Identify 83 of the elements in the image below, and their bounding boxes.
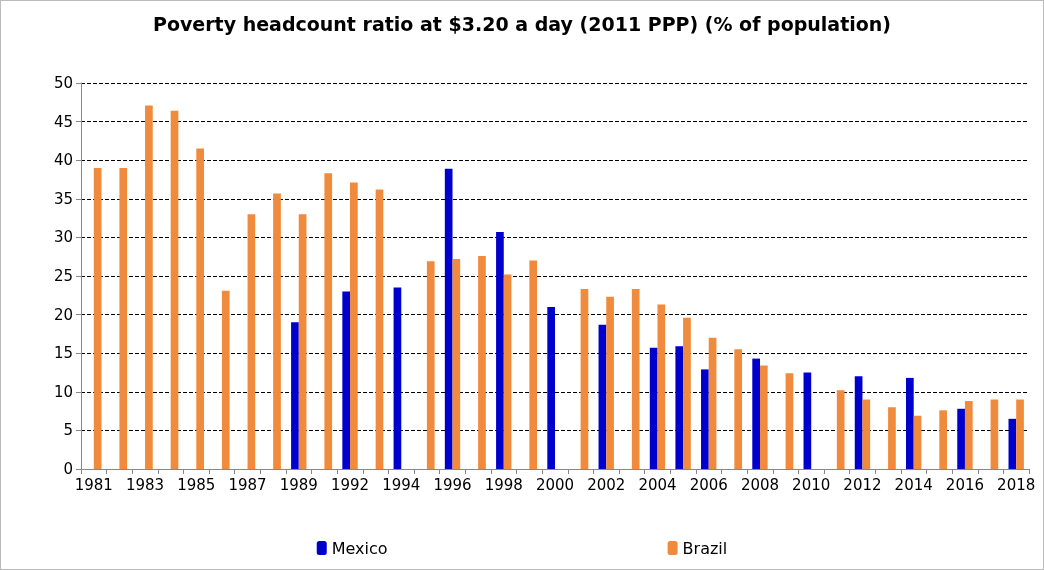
legend-label: Brazil: [682, 538, 728, 558]
x-tick-label: 1987: [228, 475, 267, 494]
bar: [964, 401, 973, 469]
y-tick-label: 5: [63, 421, 73, 440]
bar: [247, 214, 256, 469]
bar: [196, 148, 204, 469]
bar: [759, 365, 768, 469]
x-tick-label: 2010: [792, 475, 831, 494]
bar: [580, 289, 589, 469]
bar: [752, 358, 760, 469]
bar: [657, 304, 666, 469]
chart-title: Poverty headcount ratio at $3.20 a day (2011 PPP) (% of population): [152, 12, 892, 35]
bar: [598, 324, 607, 469]
y-tick-label: 35: [53, 189, 73, 208]
bar: [708, 337, 717, 469]
x-tick-label: 1992: [330, 475, 370, 494]
bar: [444, 168, 453, 469]
x-tick-label: 2002: [587, 475, 626, 494]
bar: [145, 105, 153, 469]
bar: [298, 214, 307, 469]
bar: [496, 232, 504, 469]
y-tick-label: 45: [53, 112, 73, 131]
bar: [606, 296, 614, 469]
y-tick-label: 50: [53, 74, 73, 92]
y-tick-label: 10: [53, 382, 73, 401]
bar: [913, 415, 922, 469]
y-tick-label: 40: [53, 151, 73, 170]
y-tick-label: 30: [53, 228, 73, 247]
bar: [990, 399, 999, 469]
bar: [939, 410, 948, 469]
x-tick-label: 1996: [433, 475, 472, 494]
x-tick-label: 2018: [997, 475, 1036, 494]
x-tick-label: 2008: [740, 475, 780, 494]
y-tick-label: 0: [63, 460, 73, 478]
bar: [375, 189, 384, 469]
bar: [862, 399, 871, 469]
x-tick-label: 1998: [484, 475, 523, 494]
legend-label: Mexico: [331, 538, 388, 558]
bar: [426, 261, 435, 469]
bar: [957, 408, 965, 469]
bar: [273, 193, 281, 469]
y-tick-label: 25: [53, 267, 73, 285]
bar: [675, 346, 684, 469]
bar: [888, 407, 896, 469]
bar: [701, 369, 709, 469]
x-tick-label: 1983: [125, 475, 165, 494]
x-tick-label: 2014: [894, 475, 933, 494]
bar: [683, 317, 691, 469]
x-tick-label: 2004: [638, 475, 677, 494]
bar: [170, 110, 179, 469]
bar: [631, 289, 640, 469]
x-tick-label: 2006: [689, 475, 728, 494]
bar: [906, 377, 914, 469]
bar: [393, 287, 402, 469]
x-tick-label: 1981: [74, 475, 113, 494]
bar: [734, 349, 743, 469]
bar: [221, 290, 230, 469]
y-tick-label: 15: [53, 344, 73, 363]
bar: [1008, 418, 1017, 469]
bar: [452, 259, 461, 469]
bar: [350, 182, 358, 469]
x-tick-label: 2012: [843, 475, 882, 494]
bar: [1016, 399, 1024, 469]
bar: [119, 167, 128, 469]
bar: [649, 347, 658, 469]
bar: [529, 260, 538, 469]
bar: [854, 376, 863, 469]
x-tick-label: 1985: [177, 475, 216, 494]
bar: [324, 173, 333, 469]
bar: [503, 274, 512, 469]
x-tick-label: 2016: [945, 475, 985, 494]
bar: [803, 372, 812, 469]
bar: [93, 167, 102, 469]
bar: [785, 373, 794, 469]
bar: [836, 390, 845, 469]
x-tick-label: 1989: [279, 475, 318, 494]
bar: [547, 306, 555, 469]
bar: [291, 322, 299, 469]
bar: [478, 255, 486, 469]
x-tick-label: 1994: [382, 475, 421, 494]
x-tick-label: 2000: [535, 475, 575, 494]
bar: [342, 291, 351, 469]
y-tick-label: 20: [53, 305, 73, 324]
